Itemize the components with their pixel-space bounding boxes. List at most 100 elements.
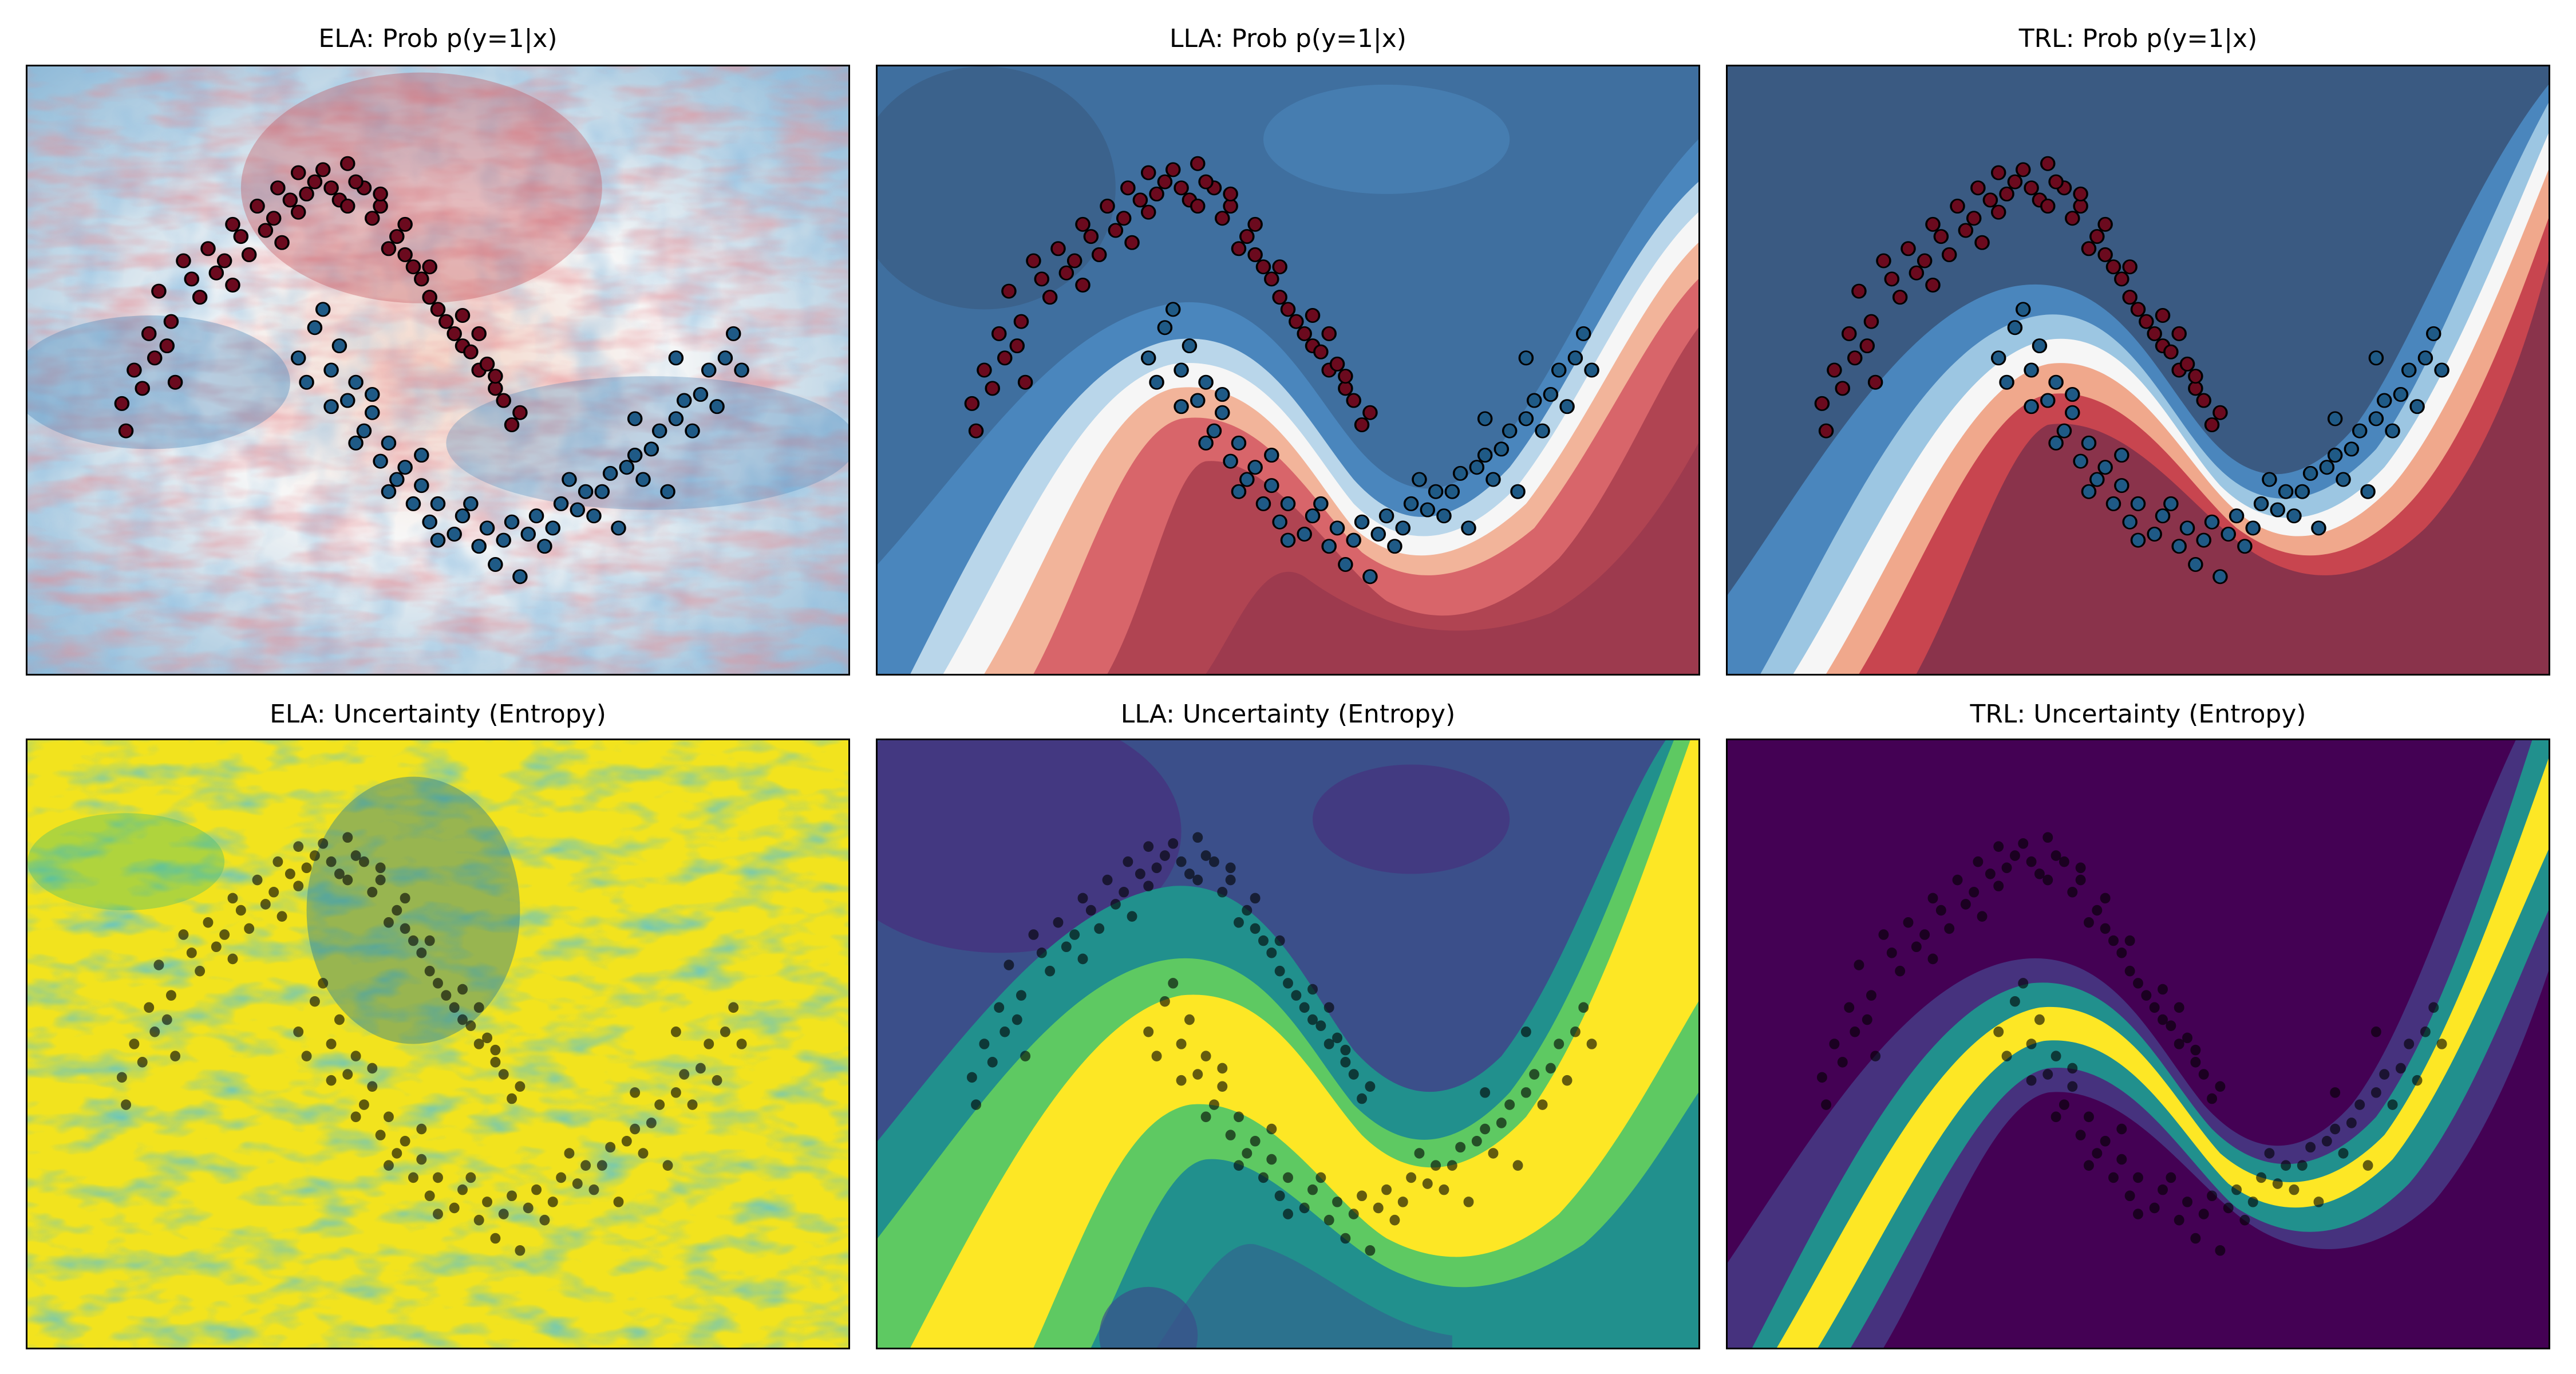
- data-point: [1518, 350, 1534, 366]
- data-point: [1340, 1233, 1351, 1244]
- data-point: [449, 1202, 460, 1214]
- data-point: [627, 448, 643, 463]
- data-point: [2026, 1075, 2037, 1086]
- data-point: [685, 423, 700, 439]
- data-point: [227, 953, 238, 965]
- data-point: [373, 453, 388, 469]
- data-point: [1053, 917, 1064, 928]
- data-point: [1297, 326, 1312, 341]
- data-point: [1480, 1123, 1491, 1135]
- data-point: [299, 374, 314, 390]
- data-point: [1982, 192, 1998, 208]
- data-point: [1859, 338, 1875, 354]
- data-point: [2042, 1069, 2053, 1080]
- data-point: [1993, 881, 2004, 891]
- data-point: [605, 1142, 616, 1153]
- data-point: [2212, 405, 2228, 420]
- data-point: [1586, 1039, 1597, 1049]
- data-point: [219, 929, 230, 940]
- data-point: [1529, 1069, 1540, 1080]
- data-point: [1338, 369, 1353, 384]
- data-point: [2166, 1020, 2176, 1031]
- data-point: [2434, 362, 2449, 378]
- data-point: [2108, 1172, 2119, 1183]
- data-point: [1990, 350, 2006, 366]
- data-point: [1520, 1026, 1531, 1037]
- data-point: [397, 247, 413, 262]
- data-point: [2056, 423, 2072, 439]
- data-point: [1444, 484, 1460, 499]
- data-point: [414, 448, 429, 463]
- data-point: [2124, 1190, 2135, 1202]
- data-point: [562, 472, 577, 487]
- data-point: [438, 314, 454, 329]
- data-point: [301, 1051, 312, 1062]
- data-point: [465, 1172, 476, 1183]
- data-point: [2171, 326, 2187, 341]
- data-point: [414, 271, 429, 287]
- data-point: [309, 850, 320, 861]
- data-point: [1075, 216, 1091, 232]
- data-point: [285, 868, 295, 879]
- data-point: [1192, 1069, 1203, 1080]
- data-point: [2024, 180, 2039, 196]
- data-point: [2034, 1014, 2045, 1025]
- data-point: [1422, 1178, 1433, 1189]
- data-point: [1149, 374, 1164, 390]
- data-point: [2040, 156, 2056, 171]
- data-point: [1208, 856, 1219, 867]
- data-point: [2393, 386, 2409, 402]
- trl-entropy-heatmap: [1728, 740, 2549, 1348]
- data-point: [2089, 472, 2105, 487]
- data-point: [1239, 472, 1255, 487]
- data-point: [350, 1051, 361, 1062]
- data-point: [2417, 350, 2433, 366]
- data-point: [2158, 1014, 2168, 1025]
- data-point: [1200, 1051, 1211, 1062]
- data-point: [531, 1184, 542, 1195]
- data-point: [1159, 850, 1170, 861]
- data-point: [1058, 265, 1074, 281]
- data-point: [2067, 886, 2078, 898]
- data-point: [1200, 850, 1211, 861]
- data-point: [1387, 539, 1402, 554]
- data-point: [318, 838, 329, 849]
- data-point: [1231, 241, 1247, 256]
- data-point: [1925, 216, 1941, 232]
- data-point: [668, 411, 684, 427]
- data-point: [1247, 460, 1263, 475]
- data-point: [1428, 484, 1444, 499]
- data-point: [1242, 1148, 1253, 1159]
- data-point: [1829, 1039, 1840, 1049]
- data-point: [1346, 532, 1361, 548]
- data-point: [342, 874, 353, 886]
- data-point: [1149, 186, 1164, 202]
- data-point: [1036, 947, 1047, 958]
- data-point: [1266, 947, 1277, 958]
- data-point: [1575, 326, 1591, 341]
- data-point: [315, 162, 331, 177]
- data-point: [2042, 832, 2053, 843]
- data-point: [2075, 1130, 2086, 1140]
- data-point: [1151, 1051, 1162, 1062]
- data-point: [318, 978, 329, 989]
- data-point: [1488, 1148, 1499, 1159]
- data-point: [1305, 508, 1321, 524]
- lla-entropy-plot: [876, 739, 1700, 1349]
- data-point: [528, 508, 544, 524]
- data-point: [488, 381, 503, 396]
- data-point: [1020, 1051, 1031, 1062]
- data-point: [447, 526, 462, 542]
- title-trl-entropy: TRL: Uncertainty (Entropy): [1970, 700, 2306, 729]
- data-point: [216, 253, 232, 269]
- data-point: [654, 1099, 665, 1110]
- data-point: [1436, 508, 1452, 524]
- data-point: [2264, 1148, 2275, 1159]
- data-point: [1091, 247, 1107, 262]
- data-point: [2122, 259, 2138, 275]
- lla-prob-plot: [876, 65, 1700, 676]
- data-point: [1069, 929, 1080, 940]
- data-point: [630, 1123, 641, 1135]
- data-point: [165, 990, 176, 1001]
- data-point: [424, 935, 435, 946]
